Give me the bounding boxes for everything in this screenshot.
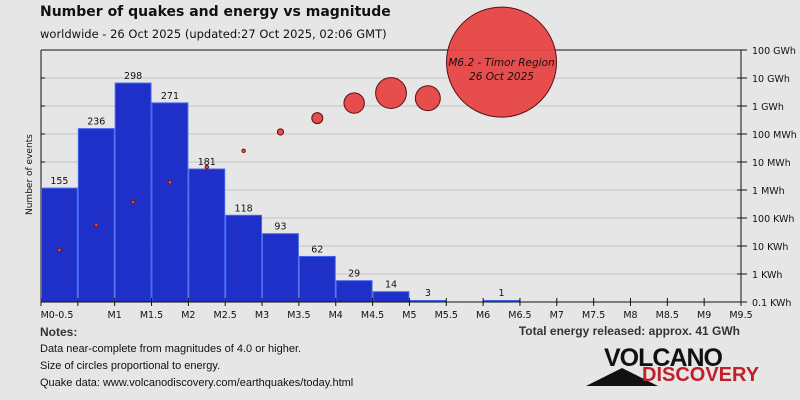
bar-value-label: 181 xyxy=(198,157,216,168)
x-tick-label: M4 xyxy=(329,310,343,321)
bar xyxy=(409,300,447,302)
right-axis-tick-label: 10 KWh xyxy=(752,242,788,253)
bar-value-label: 93 xyxy=(274,222,286,233)
right-axis-tick-label: 1 GWh xyxy=(752,102,784,113)
bar-value-label: 236 xyxy=(87,117,105,128)
energy-bubble xyxy=(311,112,324,125)
bar xyxy=(151,102,189,303)
logo-line1: VOLCANO xyxy=(604,344,723,372)
total-energy: Total energy released: approx. 41 GWh xyxy=(518,324,740,338)
chart-subtitle: worldwide - 26 Oct 2025 (updated:27 Oct … xyxy=(40,27,387,41)
x-tick-label: M8 xyxy=(623,310,637,321)
y-axis-label: Number of events xyxy=(25,134,35,215)
x-tick-label: M8.5 xyxy=(656,310,679,321)
annotation-line2: 26 Oct 2025 xyxy=(469,71,534,83)
volcano-icon xyxy=(586,368,658,386)
chart-title: Number of quakes and energy vs magnitude xyxy=(40,4,391,20)
bar xyxy=(188,168,226,303)
energy-bubble xyxy=(57,247,62,253)
x-tick-label: M7 xyxy=(550,310,564,321)
energy-bubble xyxy=(204,164,209,170)
x-tick-label: M3 xyxy=(255,310,269,321)
notes: Notes: Data near-complete from magnitude… xyxy=(40,324,353,392)
x-tick-label: M4.5 xyxy=(361,310,384,321)
right-axis-tick-label: 100 MWh xyxy=(752,130,797,141)
energy-bubble xyxy=(375,77,407,109)
x-tick-label: M1.5 xyxy=(140,310,163,321)
x-tick-label: M5.5 xyxy=(435,310,458,321)
note-line: Quake data: www.volcanodiscovery.com/ear… xyxy=(40,377,354,389)
x-tick-label: M9 xyxy=(697,310,711,321)
energy-bubble xyxy=(94,222,99,228)
energy-bubble xyxy=(446,6,558,118)
right-axis-tick-label: 10 MWh xyxy=(752,158,791,169)
note-line: Data near-complete from magnitudes of 4.… xyxy=(40,343,302,355)
energy-bubble xyxy=(241,148,246,154)
x-tick-label: M3.5 xyxy=(287,310,310,321)
x-tick-label: M1 xyxy=(108,310,122,321)
bar-value-label: 62 xyxy=(311,244,323,255)
energy-bubble xyxy=(343,92,365,114)
bar-value-label: 14 xyxy=(385,280,397,291)
right-axis-tick-label: 100 KWh xyxy=(752,214,794,225)
bar xyxy=(483,300,520,302)
bar-value-label: 298 xyxy=(124,71,142,82)
bar-value-label: 1 xyxy=(499,288,505,299)
right-axis-tick-label: 100 GWh xyxy=(752,46,796,57)
x-tick-label: M9.5 xyxy=(729,310,752,321)
bar xyxy=(41,187,78,303)
x-tick-label: M2.5 xyxy=(214,310,237,321)
bar xyxy=(114,82,152,303)
x-tick-label: M2 xyxy=(181,310,195,321)
bar xyxy=(225,214,263,303)
notes-heading: Notes: xyxy=(40,325,78,339)
energy-bubble xyxy=(276,128,285,136)
energy-bubble xyxy=(130,199,136,205)
x-tick-label: M6 xyxy=(476,310,490,321)
bar xyxy=(335,280,373,303)
right-axis-tick-label: 10 GWh xyxy=(752,74,790,85)
volcanodiscovery-logo[interactable]: VOLCANO DISCOVERY xyxy=(584,344,759,390)
bar-value-label: 155 xyxy=(50,176,68,187)
energy-bubble xyxy=(414,85,441,112)
energy-bubble xyxy=(167,179,173,185)
bar-value-label: 3 xyxy=(425,288,431,299)
x-tick-label: M0-0.5 xyxy=(41,310,74,321)
x-tick-label: M6.5 xyxy=(508,310,531,321)
bar xyxy=(77,128,115,303)
right-axis-tick-label: 1 MWh xyxy=(752,186,785,197)
bar-value-label: 118 xyxy=(235,203,253,214)
x-tick-label: M7.5 xyxy=(582,310,605,321)
logo-line2: DISCOVERY xyxy=(642,364,760,386)
annotation-line1: M6.2 - Timor Region xyxy=(448,57,554,69)
x-tick-label: M5 xyxy=(402,310,416,321)
right-axis-tick-label: 1 KWh xyxy=(752,270,782,281)
bar xyxy=(298,255,336,303)
right-axis-tick-label: 0.1 KWh xyxy=(752,298,791,309)
bar xyxy=(372,291,410,303)
bar-value-label: 29 xyxy=(348,269,360,280)
note-line: Size of circles proportional to energy. xyxy=(40,360,221,372)
bar-value-label: 271 xyxy=(161,91,179,102)
bar xyxy=(262,233,299,303)
